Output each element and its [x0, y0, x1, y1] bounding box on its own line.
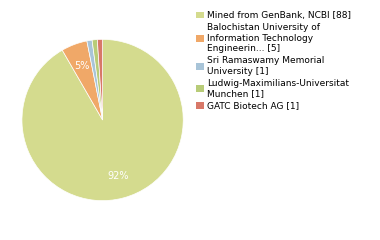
Wedge shape	[87, 40, 103, 120]
Wedge shape	[22, 39, 183, 201]
Legend: Mined from GenBank, NCBI [88], Balochistan University of
Information Technology
: Mined from GenBank, NCBI [88], Balochist…	[195, 9, 353, 112]
Text: 92%: 92%	[107, 171, 128, 181]
Wedge shape	[97, 39, 103, 120]
Wedge shape	[62, 41, 103, 120]
Text: 5%: 5%	[74, 61, 90, 71]
Wedge shape	[92, 40, 103, 120]
